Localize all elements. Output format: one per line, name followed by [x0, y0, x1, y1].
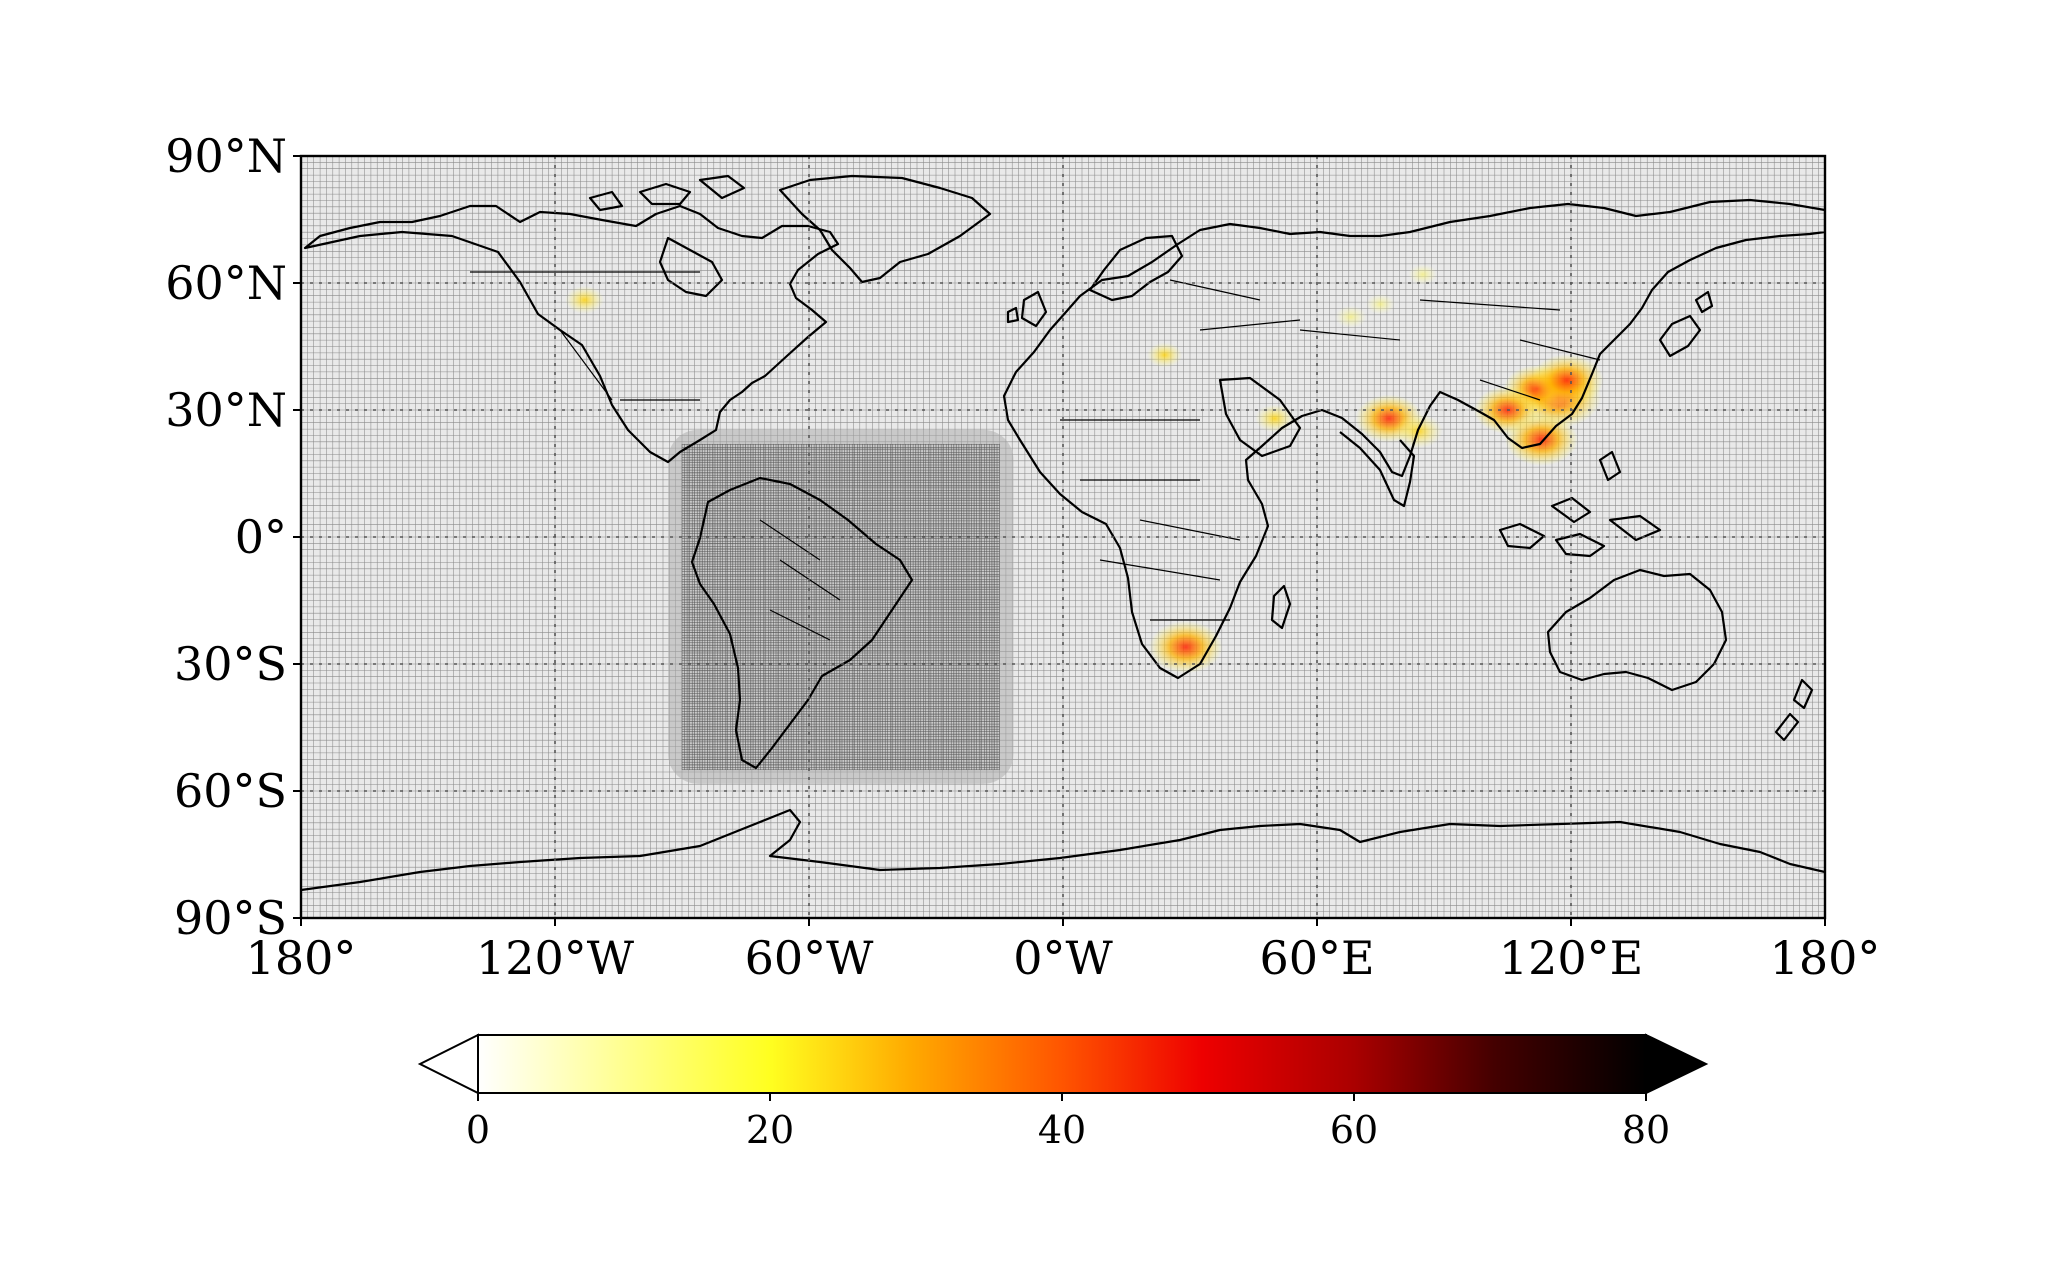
lon-tick-label: 60°E: [1259, 931, 1374, 985]
hotspot-marker: [1365, 293, 1396, 315]
lon-tick-label: 60°W: [745, 931, 875, 985]
eurasia-africa-coast: [1002, 198, 1825, 680]
lat-tick-label: 90°N: [165, 129, 287, 183]
colorbar-ticks: 0 20 40 60 80: [466, 1093, 1670, 1152]
australia-coast: [1546, 568, 1728, 692]
lon-tick-label: 0°W: [1013, 931, 1113, 985]
coastlines: [301, 174, 1825, 892]
colorbar-tick-label: 60: [1330, 1108, 1378, 1152]
hotspot-marker: [1504, 413, 1579, 466]
map-panel: 90°N 60°N 30°N 0° 30°S 60°S 90°S 180° 120°W 60°W…: [165, 129, 1880, 985]
latitude-axis: 90°N 60°N 30°N 0° 30°S 60°S 90°S: [165, 129, 301, 945]
british-isles: [1006, 290, 1048, 328]
indonesia-islands: [1498, 450, 1662, 558]
hotspot-marker: [1530, 354, 1604, 407]
lat-tick-label: 30°N: [165, 383, 287, 437]
colorbar-extend-min: [417, 1033, 479, 1095]
colorbar-body: [477, 1034, 1647, 1094]
india-coast: [1339, 431, 1416, 508]
arctic-islands: [588, 174, 746, 212]
north-america-coast: [303, 204, 840, 464]
lat-tick-label: 30°S: [174, 637, 287, 691]
hotspot-marker: [1149, 620, 1223, 674]
hotspot-marker: [564, 285, 605, 314]
greenland-coast: [778, 174, 992, 284]
hotspot-marker: [1408, 264, 1438, 285]
south-america-coast: [690, 476, 914, 770]
scandinavia-coast: [1088, 234, 1184, 302]
graticule: [301, 156, 1825, 918]
colorbar-tick-label: 0: [466, 1108, 490, 1152]
lon-tick-label: 180°: [246, 931, 357, 985]
colorbar-tick-label: 80: [1622, 1108, 1670, 1152]
colorbar-tick-label: 40: [1038, 1108, 1086, 1152]
japan-coast: [1658, 290, 1714, 358]
colorbar: 0 20 40 60 80: [417, 1033, 1709, 1152]
antarctica-coast: [301, 808, 1825, 892]
hotspot-marker: [1255, 404, 1295, 433]
lat-tick-label: 60°S: [174, 764, 287, 818]
lon-tick-label: 120°E: [1499, 931, 1643, 985]
concentration-hotspots: [564, 264, 1604, 674]
hotspot-marker: [1146, 342, 1183, 368]
lat-tick-label: 60°N: [165, 256, 287, 310]
arabian-peninsula: [1218, 376, 1302, 458]
hudson-bay: [658, 236, 724, 298]
lat-tick-label: 0°: [235, 510, 287, 564]
lon-tick-label: 180°: [1770, 931, 1881, 985]
colorbar-extend-max: [1645, 1033, 1709, 1095]
lon-tick-label: 120°W: [476, 931, 635, 985]
colorbar-tick-label: 20: [746, 1108, 794, 1152]
hotspot-marker: [1334, 305, 1367, 329]
longitude-axis: 180° 120°W 60°W 0°W 60°E 120°E 180°: [246, 918, 1881, 985]
lat-tick-label: 90°S: [174, 891, 287, 945]
country-borders: [470, 271, 1601, 641]
madagascar: [1270, 584, 1292, 630]
new-zealand: [1774, 678, 1814, 742]
